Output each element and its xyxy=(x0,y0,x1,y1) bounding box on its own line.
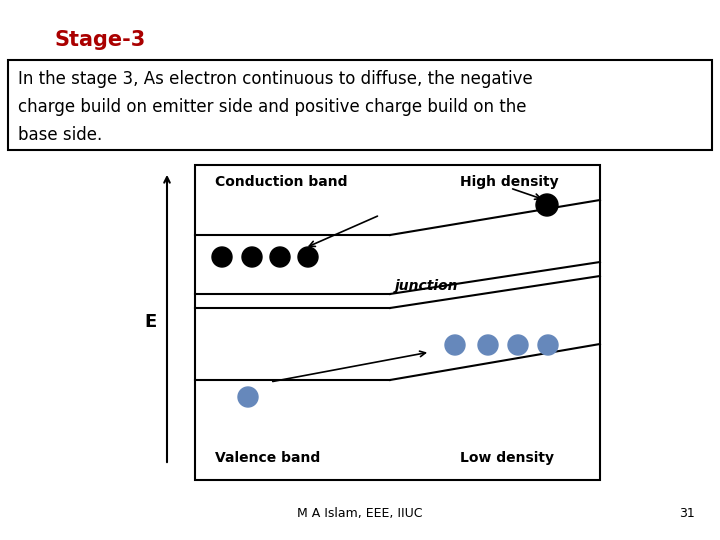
Circle shape xyxy=(270,247,290,267)
Circle shape xyxy=(242,247,262,267)
Text: charge build on emitter side and positive charge build on the: charge build on emitter side and positiv… xyxy=(18,98,526,116)
Text: junction: junction xyxy=(395,279,459,293)
Text: E: E xyxy=(144,313,156,331)
Text: 31: 31 xyxy=(679,507,695,520)
Circle shape xyxy=(538,335,558,355)
Text: In the stage 3, As electron continuous to diffuse, the negative: In the stage 3, As electron continuous t… xyxy=(18,70,533,88)
Bar xyxy=(8,60,712,150)
Text: Valence band: Valence band xyxy=(215,451,320,465)
Circle shape xyxy=(298,247,318,267)
Text: base side.: base side. xyxy=(18,126,102,144)
Text: Stage-3: Stage-3 xyxy=(55,30,146,50)
Circle shape xyxy=(508,335,528,355)
Text: Conduction band: Conduction band xyxy=(215,175,348,189)
Circle shape xyxy=(238,387,258,407)
Circle shape xyxy=(478,335,498,355)
Circle shape xyxy=(536,194,558,216)
Circle shape xyxy=(445,335,465,355)
Bar xyxy=(195,165,600,480)
Text: Low density: Low density xyxy=(460,451,554,465)
Text: High density: High density xyxy=(460,175,559,189)
Circle shape xyxy=(212,247,232,267)
Text: M A Islam, EEE, IIUC: M A Islam, EEE, IIUC xyxy=(297,507,423,520)
